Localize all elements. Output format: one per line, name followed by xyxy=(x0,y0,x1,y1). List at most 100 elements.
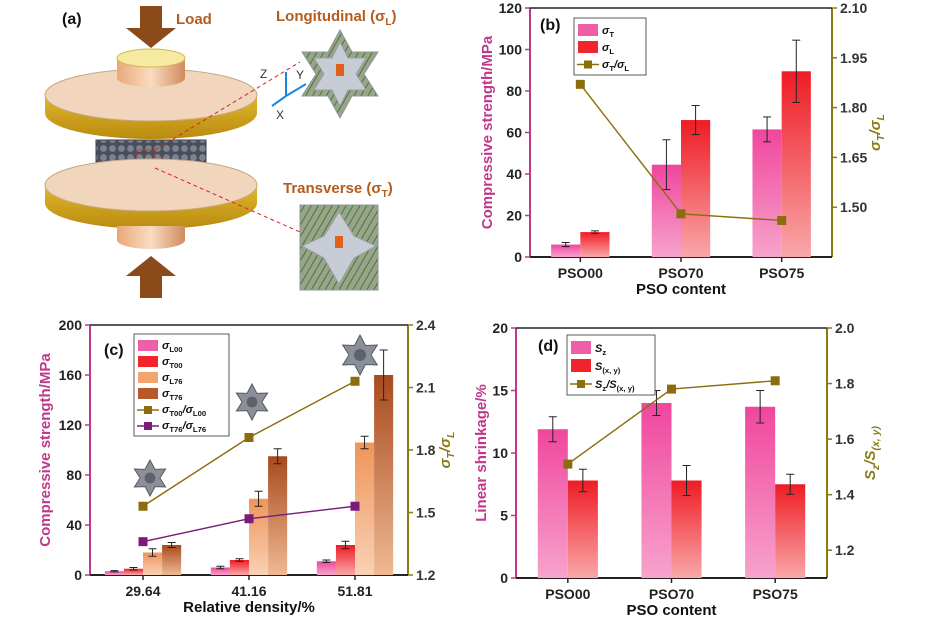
y2-tick-label: 1.2 xyxy=(835,542,855,558)
y-tick-label: 20 xyxy=(492,320,508,336)
y2-tick-label: 1.5 xyxy=(416,505,436,521)
y2-tick-label: 1.80 xyxy=(840,100,867,116)
y2-tick-label: 1.65 xyxy=(840,149,867,165)
y2-axis-title: σT/σL xyxy=(437,432,457,469)
x-tick-label: PSO70 xyxy=(649,586,694,602)
legend-swatch xyxy=(571,359,591,372)
y-tick-label: 0 xyxy=(500,570,508,586)
panel-c-letter: (c) xyxy=(104,342,124,359)
y2-axis-title: Sz/S(x, y) xyxy=(862,426,882,480)
load-label: Load xyxy=(176,11,212,28)
x-tick-label: PSO75 xyxy=(759,265,804,281)
ratio-point-σT00/σL00 xyxy=(244,433,254,442)
bar-Sz xyxy=(537,429,568,578)
panel-d-letter: (d) xyxy=(538,338,558,355)
axis-triad-icon: Z Y X xyxy=(260,67,307,122)
bar-σL76 xyxy=(143,552,163,575)
ratio-point-σT/σL xyxy=(575,79,585,89)
y2-tick-label: 2.4 xyxy=(416,317,436,333)
y2-tick-label: 1.6 xyxy=(835,431,855,447)
y-tick-label: 60 xyxy=(506,125,522,141)
ratio-point-Sz/S(x, y) xyxy=(667,384,676,394)
bar-Sz xyxy=(745,406,776,578)
legend-label: σL xyxy=(602,42,614,56)
lattice-cell-core-icon xyxy=(144,472,156,484)
y-tick-label: 120 xyxy=(499,0,523,16)
bar-Sz xyxy=(641,403,672,578)
y-tick-label: 20 xyxy=(506,208,522,224)
legend-marker xyxy=(144,422,152,430)
bar-σL76 xyxy=(355,442,375,575)
legend-swatch xyxy=(138,388,158,399)
bar-S(x, y) xyxy=(775,484,806,578)
ratio-point-σT00/σL00 xyxy=(138,501,148,511)
ratio-point-Sz/S(x, y) xyxy=(563,459,573,469)
y2-tick-label: 1.50 xyxy=(840,199,867,215)
y-tick-label: 0 xyxy=(514,249,522,265)
ratio-point-Sz/S(x, y) xyxy=(770,376,780,386)
axis-y-label: Y xyxy=(296,68,304,82)
y2-axis-title: σT/σL xyxy=(867,114,887,151)
y-tick-label: 15 xyxy=(492,383,508,399)
y-tick-label: 100 xyxy=(499,42,523,58)
y2-tick-label: 1.2 xyxy=(416,567,436,583)
legend-swatch xyxy=(138,356,158,367)
panel-b-chart: (b) 0 20 40 60 80 100 120 1.50 1.65 1.80 1.95 2.10 PS… xyxy=(479,0,887,298)
x-tick-label: PSO00 xyxy=(545,586,590,602)
x-tick-label: PSO70 xyxy=(658,265,703,281)
legend-marker xyxy=(584,60,592,69)
x-axis-title: PSO content xyxy=(636,281,726,298)
bar-σT76 xyxy=(374,375,394,575)
leader-line-longitudinal xyxy=(154,61,301,151)
bar-σL00 xyxy=(210,567,230,575)
y-tick-label: 200 xyxy=(59,317,83,333)
y2-tick-label: 1.4 xyxy=(835,487,855,503)
axis-z-label: Z xyxy=(260,67,267,81)
lattice-cell-core-icon xyxy=(354,349,366,361)
bar-σT00 xyxy=(123,568,143,575)
legend-swatch xyxy=(578,41,598,53)
legend-label: σL76 xyxy=(162,372,183,386)
bar-σL76 xyxy=(249,498,269,575)
legend-label: σT xyxy=(602,25,614,39)
bar-σL xyxy=(580,232,610,257)
ratio-point-σT76/σL76 xyxy=(138,537,148,547)
y2-tick-label: 2.10 xyxy=(840,0,867,16)
bar-S(x, y) xyxy=(671,480,702,578)
x-tick-label: 51.81 xyxy=(337,583,372,599)
panel-a-illustration: (a) Load Longitudinal (σL) xyxy=(44,6,397,298)
ratio-point-σT76/σL76 xyxy=(350,501,360,511)
x-tick-label: PSO75 xyxy=(753,586,798,602)
y2-tick-label: 1.8 xyxy=(835,376,855,392)
legend-swatch xyxy=(138,372,158,383)
bottom-platen xyxy=(44,158,258,249)
lattice-cell-core-icon xyxy=(246,396,258,408)
y-tick-label: 0 xyxy=(74,567,82,583)
bar-σL00 xyxy=(316,561,336,575)
y-tick-label: 5 xyxy=(500,508,508,524)
longitudinal-cell-icon xyxy=(301,28,379,120)
y-tick-label: 40 xyxy=(66,517,82,533)
bar-S(x, y) xyxy=(567,480,598,578)
y-axis-title: Compressive strength/MPa xyxy=(37,353,54,547)
panel-a-letter: (a) xyxy=(62,11,82,28)
y-tick-label: 160 xyxy=(59,367,83,383)
y-axis-title: Linear shrinkage/% xyxy=(473,384,490,522)
y2-tick-label: 1.8 xyxy=(416,442,436,458)
legend-label: σT/σL xyxy=(602,59,629,73)
axis-x-label: X xyxy=(276,108,284,122)
legend-marker xyxy=(577,380,585,388)
load-arrow-top-icon xyxy=(126,6,176,48)
x-tick-label: PSO00 xyxy=(558,265,603,281)
ratio-point-σT/σL xyxy=(777,215,787,225)
legend-marker xyxy=(144,406,152,414)
y-axis-title: Compressive strength/MPa xyxy=(479,35,496,229)
legend-label: σT76 xyxy=(162,388,183,402)
y-tick-label: 80 xyxy=(66,467,82,483)
leader-line-transverse xyxy=(154,167,301,233)
y-tick-label: 10 xyxy=(492,445,508,461)
x-axis-title: Relative density/% xyxy=(183,599,315,616)
longitudinal-label: Longitudinal (σL) xyxy=(276,8,397,28)
ratio-point-σT/σL xyxy=(676,209,686,219)
panel-b-letter: (b) xyxy=(540,17,560,34)
